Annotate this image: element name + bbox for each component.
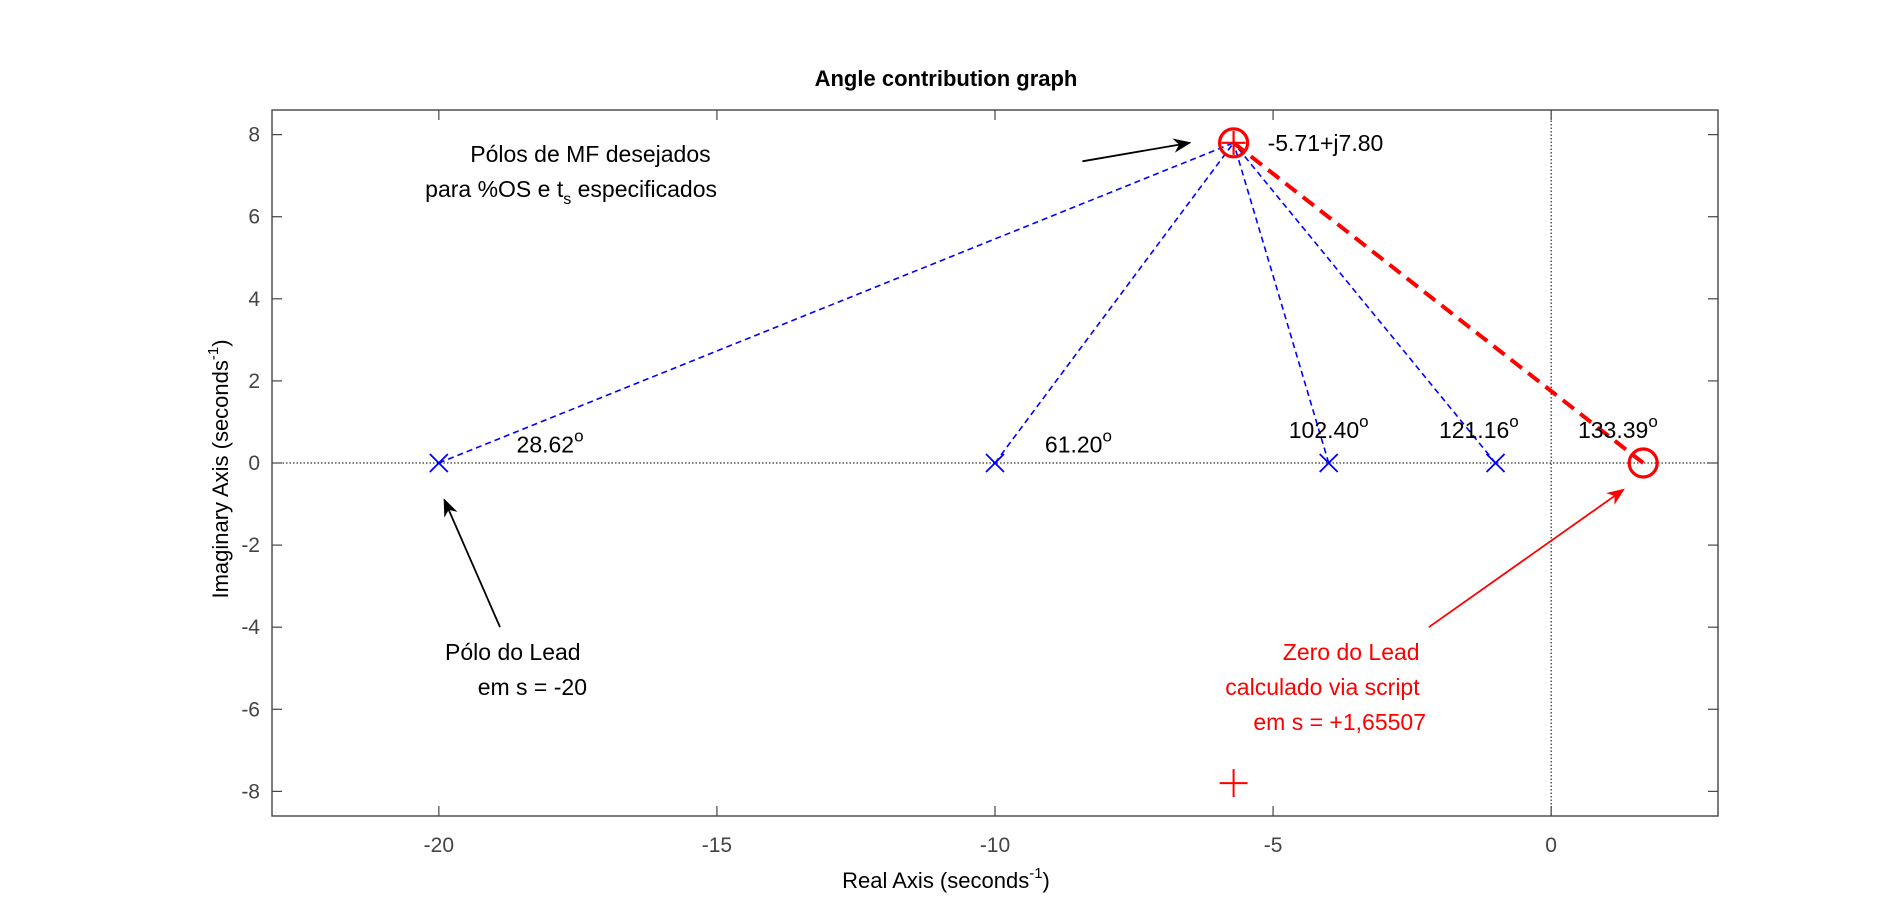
lead-pole-annotation-line2: em s = -20	[478, 674, 587, 700]
lead-pole-annotation: Pólo do Lead em s = -20	[445, 639, 587, 700]
y-tick-label: -2	[241, 534, 260, 557]
x-tick-label: -15	[702, 834, 732, 857]
desired-pole-circle-marker	[1217, 127, 1250, 159]
lead-zero-annotation-line1: Zero do Lead	[1283, 639, 1420, 665]
x-tick-label: 0	[1545, 834, 1557, 857]
desired-pole-label: -5.71+j7.80	[1268, 130, 1384, 156]
y-axis-label: Imaginary Axis (seconds-1)	[205, 339, 233, 598]
zero-angle-label: 133.39o	[1578, 412, 1658, 443]
y-tick-label: 6	[248, 206, 260, 229]
lead-pole-annotation-line1: Pólo do Lead	[445, 639, 581, 665]
desired-poles-annotation-line1: Pólos de MF desejados	[470, 141, 710, 167]
y-tick-label: 8	[248, 124, 260, 147]
x-tick-label: -5	[1264, 834, 1283, 857]
lead-zero-arrow	[1428, 488, 1625, 628]
desired-poles-annotation-line2: para %OS e ts especificados	[425, 176, 717, 208]
open-loop-pole-marker	[1319, 453, 1339, 473]
y-tick-label: -4	[241, 616, 260, 639]
lead-zero-marker	[1627, 447, 1659, 479]
open-loop-pole-marker	[429, 453, 449, 473]
pole-angle-label: 102.40o	[1289, 412, 1369, 443]
pole-angle-label: 28.62o	[517, 427, 584, 458]
pole-vector-line	[1232, 142, 1330, 464]
open-loop-pole-marker	[1485, 453, 1506, 473]
lead-zero-annotation-line2: calculado via script	[1225, 674, 1420, 700]
pole-vector-line	[438, 142, 1234, 464]
y-tick-label: -8	[241, 780, 260, 803]
zero-vector-line	[1232, 141, 1645, 465]
lead-zero-annotation: Zero do Lead calculado via script em s =…	[1225, 639, 1426, 735]
pole-vector-line	[1232, 142, 1497, 464]
x-axis-label: Real Axis (seconds-1)	[842, 865, 1050, 893]
x-tick-label: -20	[424, 834, 454, 857]
chart-title: Angle contribution graph	[815, 66, 1078, 91]
desired-pole-plus-marker	[1221, 130, 1246, 155]
y-tick-label: -6	[241, 698, 260, 721]
lead-pole-arrow	[443, 498, 501, 628]
pole-angle-label: 61.20o	[1045, 427, 1112, 458]
y-tick-label: 2	[248, 370, 260, 393]
y-tick-label: 4	[248, 288, 260, 311]
pole-angle-label: 121.16o	[1439, 412, 1519, 443]
y-tick-label: 0	[248, 452, 260, 475]
desired-poles-arrow	[1082, 138, 1192, 163]
conjugate-pole-marker	[1219, 769, 1248, 798]
x-tick-label: -10	[980, 834, 1010, 857]
desired-poles-annotation: Pólos de MF desejados para %OS e ts espe…	[425, 141, 717, 208]
open-loop-pole-marker	[985, 453, 1005, 473]
pole-vector-line	[994, 142, 1235, 464]
lead-zero-annotation-line3: em s = +1,65507	[1253, 709, 1426, 735]
